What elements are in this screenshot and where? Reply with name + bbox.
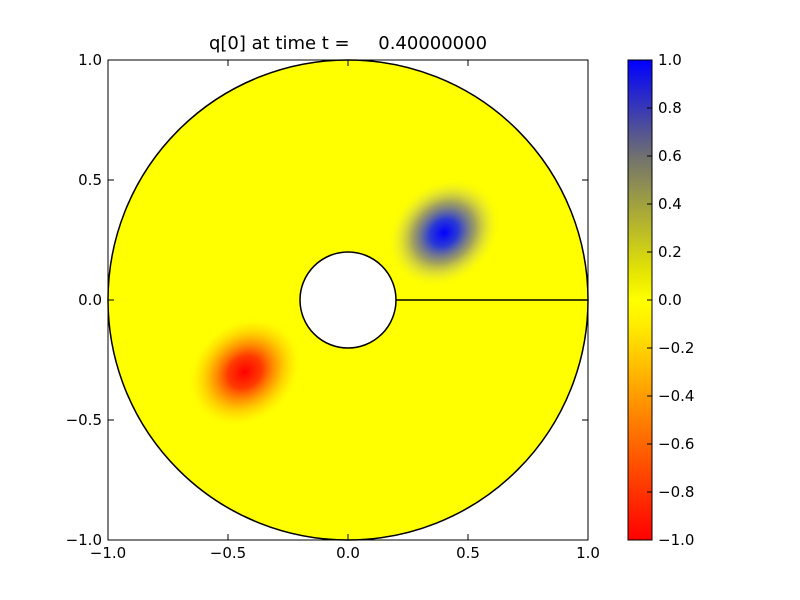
blob-mark (387, 178, 501, 288)
y-tick-label: 0.0 (78, 291, 102, 309)
colorbar-tick-label: −0.8 (658, 483, 694, 501)
y-tick-label: −0.5 (66, 411, 102, 429)
y-tick-label: 1.0 (78, 51, 102, 69)
colorbar-tick-label: 0.0 (658, 291, 682, 309)
x-tick-label: 0.0 (336, 544, 360, 562)
colorbar-tick-label: 1.0 (658, 51, 682, 69)
y-tick-label: −1.0 (66, 531, 102, 549)
colorbar-tick-label: −0.6 (658, 435, 694, 453)
x-tick-label: 0.5 (456, 544, 480, 562)
x-tick-label: −1.0 (90, 544, 126, 562)
plot-area: −1.0 −0.5 0.0 0.5 1.0 −1.0 −0.5 0.0 0.5 1.0 (66, 51, 600, 562)
positive-blob (387, 178, 501, 288)
x-axis: −1.0 −0.5 0.0 0.5 1.0 (90, 60, 600, 562)
colorbar-tick-label: 0.4 (658, 195, 682, 213)
y-axis: −1.0 −0.5 0.0 0.5 1.0 (66, 51, 588, 549)
colorbar-tick-label: 0.8 (658, 99, 682, 117)
blobs-layer (188, 178, 501, 427)
blob-mark (188, 317, 302, 427)
colorbar-tick-label: −0.2 (658, 339, 694, 357)
colorbar-ticks: 1.0 0.8 0.6 0.4 0.2 0.0 −0.2 −0.4 −0.6 −0.8 −1.0 (647, 51, 694, 549)
colorbar-tick-label: 0.2 (658, 243, 682, 261)
x-tick-label: −0.5 (210, 544, 246, 562)
chart-title: q[0] at time t = 0.40000000 (209, 33, 487, 54)
colorbar-tick-label: −1.0 (658, 531, 694, 549)
y-tick-label: 0.5 (78, 171, 102, 189)
negative-blob (188, 317, 302, 427)
colorbar: 1.0 0.8 0.6 0.4 0.2 0.0 −0.2 −0.4 −0.6 −0.8 −1.0 (627, 51, 694, 549)
colorbar-tick-label: 0.6 (658, 147, 682, 165)
x-tick-label: 1.0 (576, 544, 600, 562)
colorbar-tick-label: −0.4 (658, 387, 694, 405)
inner-boundary (299, 251, 397, 349)
